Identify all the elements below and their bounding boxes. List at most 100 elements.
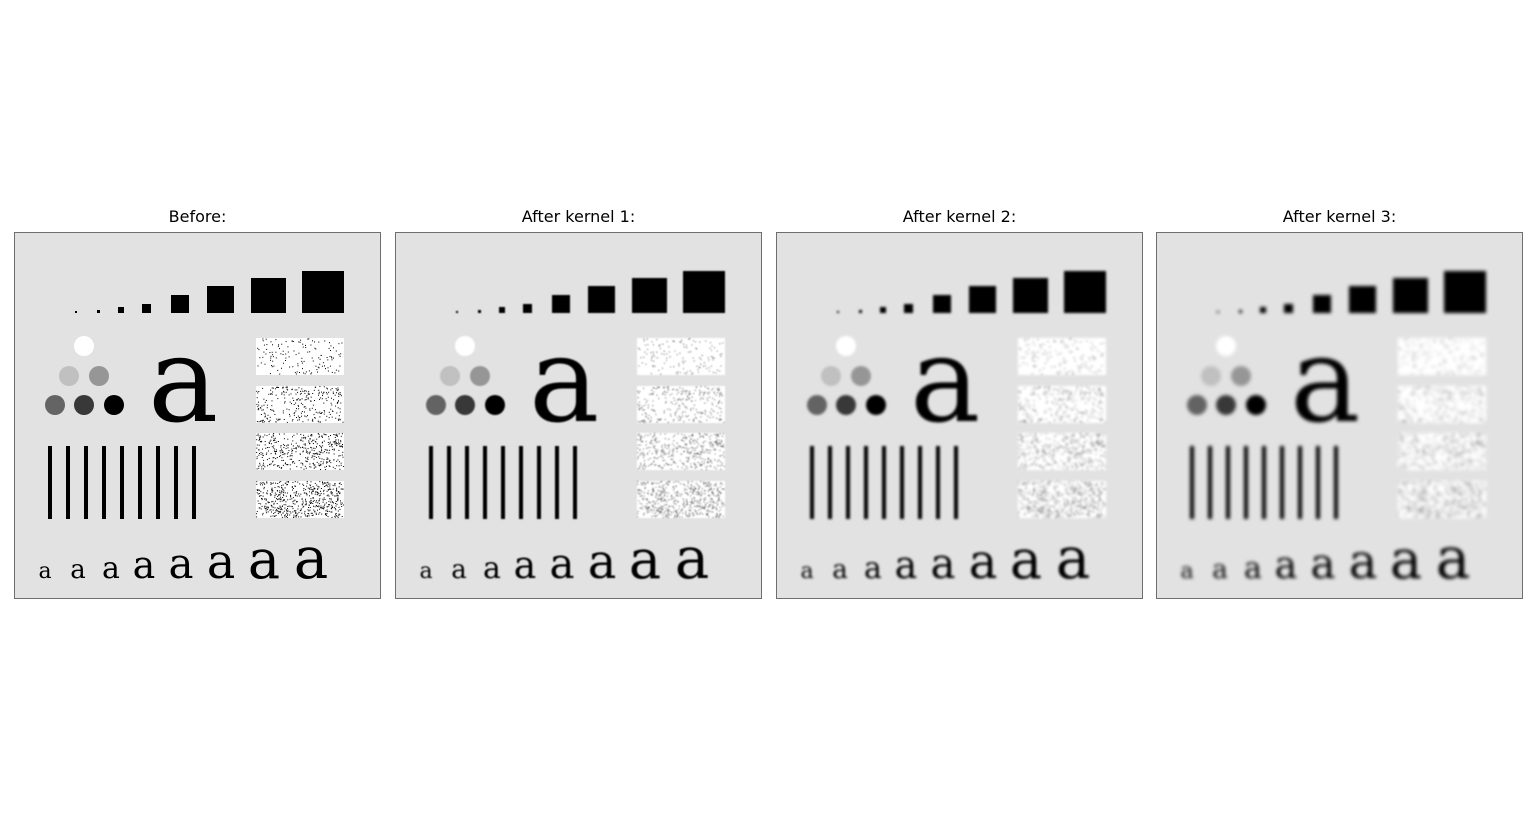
noise-dots [1398, 481, 1486, 518]
black-square [523, 304, 532, 313]
gray-circle [1216, 395, 1236, 415]
vertical-bar [192, 446, 196, 519]
small-letter-a: a [248, 528, 280, 591]
big-letter-a: a [148, 311, 218, 449]
small-letter-a: a [1010, 528, 1042, 591]
vertical-bar [1226, 446, 1230, 519]
noise-dots [257, 338, 343, 375]
vertical-bar [138, 446, 142, 519]
black-square [904, 304, 913, 313]
small-letter-a: a [1212, 555, 1228, 585]
test-pattern-svg: aa a a a a a a a [396, 233, 761, 598]
gray-circle [1201, 366, 1221, 386]
gray-circle [1231, 366, 1251, 386]
noise-dots [256, 386, 344, 423]
black-square [118, 307, 124, 313]
noise-dots [1018, 433, 1106, 470]
black-square [142, 304, 151, 313]
noise-dots [1399, 338, 1485, 375]
noise-dots [637, 433, 725, 470]
vertical-bar [483, 446, 487, 519]
vertical-bar [1208, 446, 1212, 519]
vertical-bar [846, 446, 850, 519]
vertical-bar [573, 446, 577, 519]
small-letter-a: a [629, 528, 661, 591]
vertical-bar [1262, 446, 1266, 519]
black-square [933, 295, 951, 313]
small-letter-a: a [588, 534, 617, 590]
small-letter-a: a [451, 555, 467, 585]
vertical-bar [1280, 446, 1284, 519]
small-letter-a: a [930, 539, 955, 588]
gray-circle [74, 336, 94, 356]
gray-circle [455, 395, 475, 415]
small-letter-a: a [70, 555, 86, 585]
small-letter-a: a [832, 555, 848, 585]
pattern-group: aa a a a a a a a [800, 271, 1106, 592]
noise-dots [638, 338, 724, 375]
vertical-bar [954, 446, 958, 519]
noise-rectangle [637, 338, 725, 375]
pattern-group: aa a a a a a a a [419, 271, 725, 592]
vertical-bar [828, 446, 832, 519]
vertical-bar [1298, 446, 1302, 519]
small-letter-a: a [294, 524, 329, 592]
panel-title: After kernel 1: [521, 207, 636, 226]
vertical-bar [1334, 446, 1338, 519]
test-pattern-svg: aa a a a a a a a [1157, 233, 1522, 598]
noise-rectangle [1018, 386, 1106, 423]
big-letter-a: a [1290, 311, 1360, 449]
noise-dots [637, 386, 725, 423]
gray-circle [59, 366, 79, 386]
gray-circle [104, 395, 124, 415]
black-square [499, 307, 505, 313]
vertical-bar [810, 446, 814, 519]
small-letter-a: a [549, 539, 574, 588]
noise-dots [637, 481, 725, 518]
vertical-bar [447, 446, 451, 519]
vertical-bar [156, 446, 160, 519]
pattern-group: aa a a a a a a a [1180, 271, 1486, 592]
black-square [171, 295, 189, 313]
gray-circle [45, 395, 65, 415]
black-square [207, 286, 234, 313]
small-letter-a: a [514, 543, 537, 587]
panel-title: After kernel 3: [1282, 207, 1397, 226]
big-letter-a: a [529, 311, 599, 449]
vertical-bar [465, 446, 469, 519]
noise-dots [1018, 481, 1106, 518]
small-letter-a: a [419, 559, 432, 584]
gray-circle [470, 366, 490, 386]
black-square [1239, 310, 1242, 313]
gray-circle [1246, 395, 1266, 415]
noise-dots [1019, 338, 1105, 375]
vertical-bar [429, 446, 433, 519]
small-letter-a: a [102, 551, 120, 586]
black-square [1313, 295, 1331, 313]
gray-circle [807, 395, 827, 415]
noise-rectangle [1398, 386, 1486, 423]
noise-rectangle [256, 338, 344, 375]
big-letter-a: a [910, 311, 980, 449]
vertical-bar [936, 446, 940, 519]
black-square [1284, 304, 1293, 313]
small-letter-a: a [207, 534, 236, 590]
small-letter-a: a [864, 551, 882, 586]
vertical-bar [918, 446, 922, 519]
gray-circle [440, 366, 460, 386]
gray-circle [1216, 336, 1236, 356]
small-letter-a: a [675, 524, 710, 592]
black-square [969, 286, 996, 313]
small-letter-a: a [1180, 559, 1193, 584]
small-letter-a: a [969, 534, 998, 590]
black-square [859, 310, 862, 313]
vertical-bar [519, 446, 523, 519]
panel-title: After kernel 2: [902, 207, 1017, 226]
vertical-bar [537, 446, 541, 519]
gray-circle [426, 395, 446, 415]
noise-rectangle [1398, 338, 1486, 375]
test-pattern-svg: aa a a a a a a a [777, 233, 1142, 598]
vertical-bar [48, 446, 52, 519]
